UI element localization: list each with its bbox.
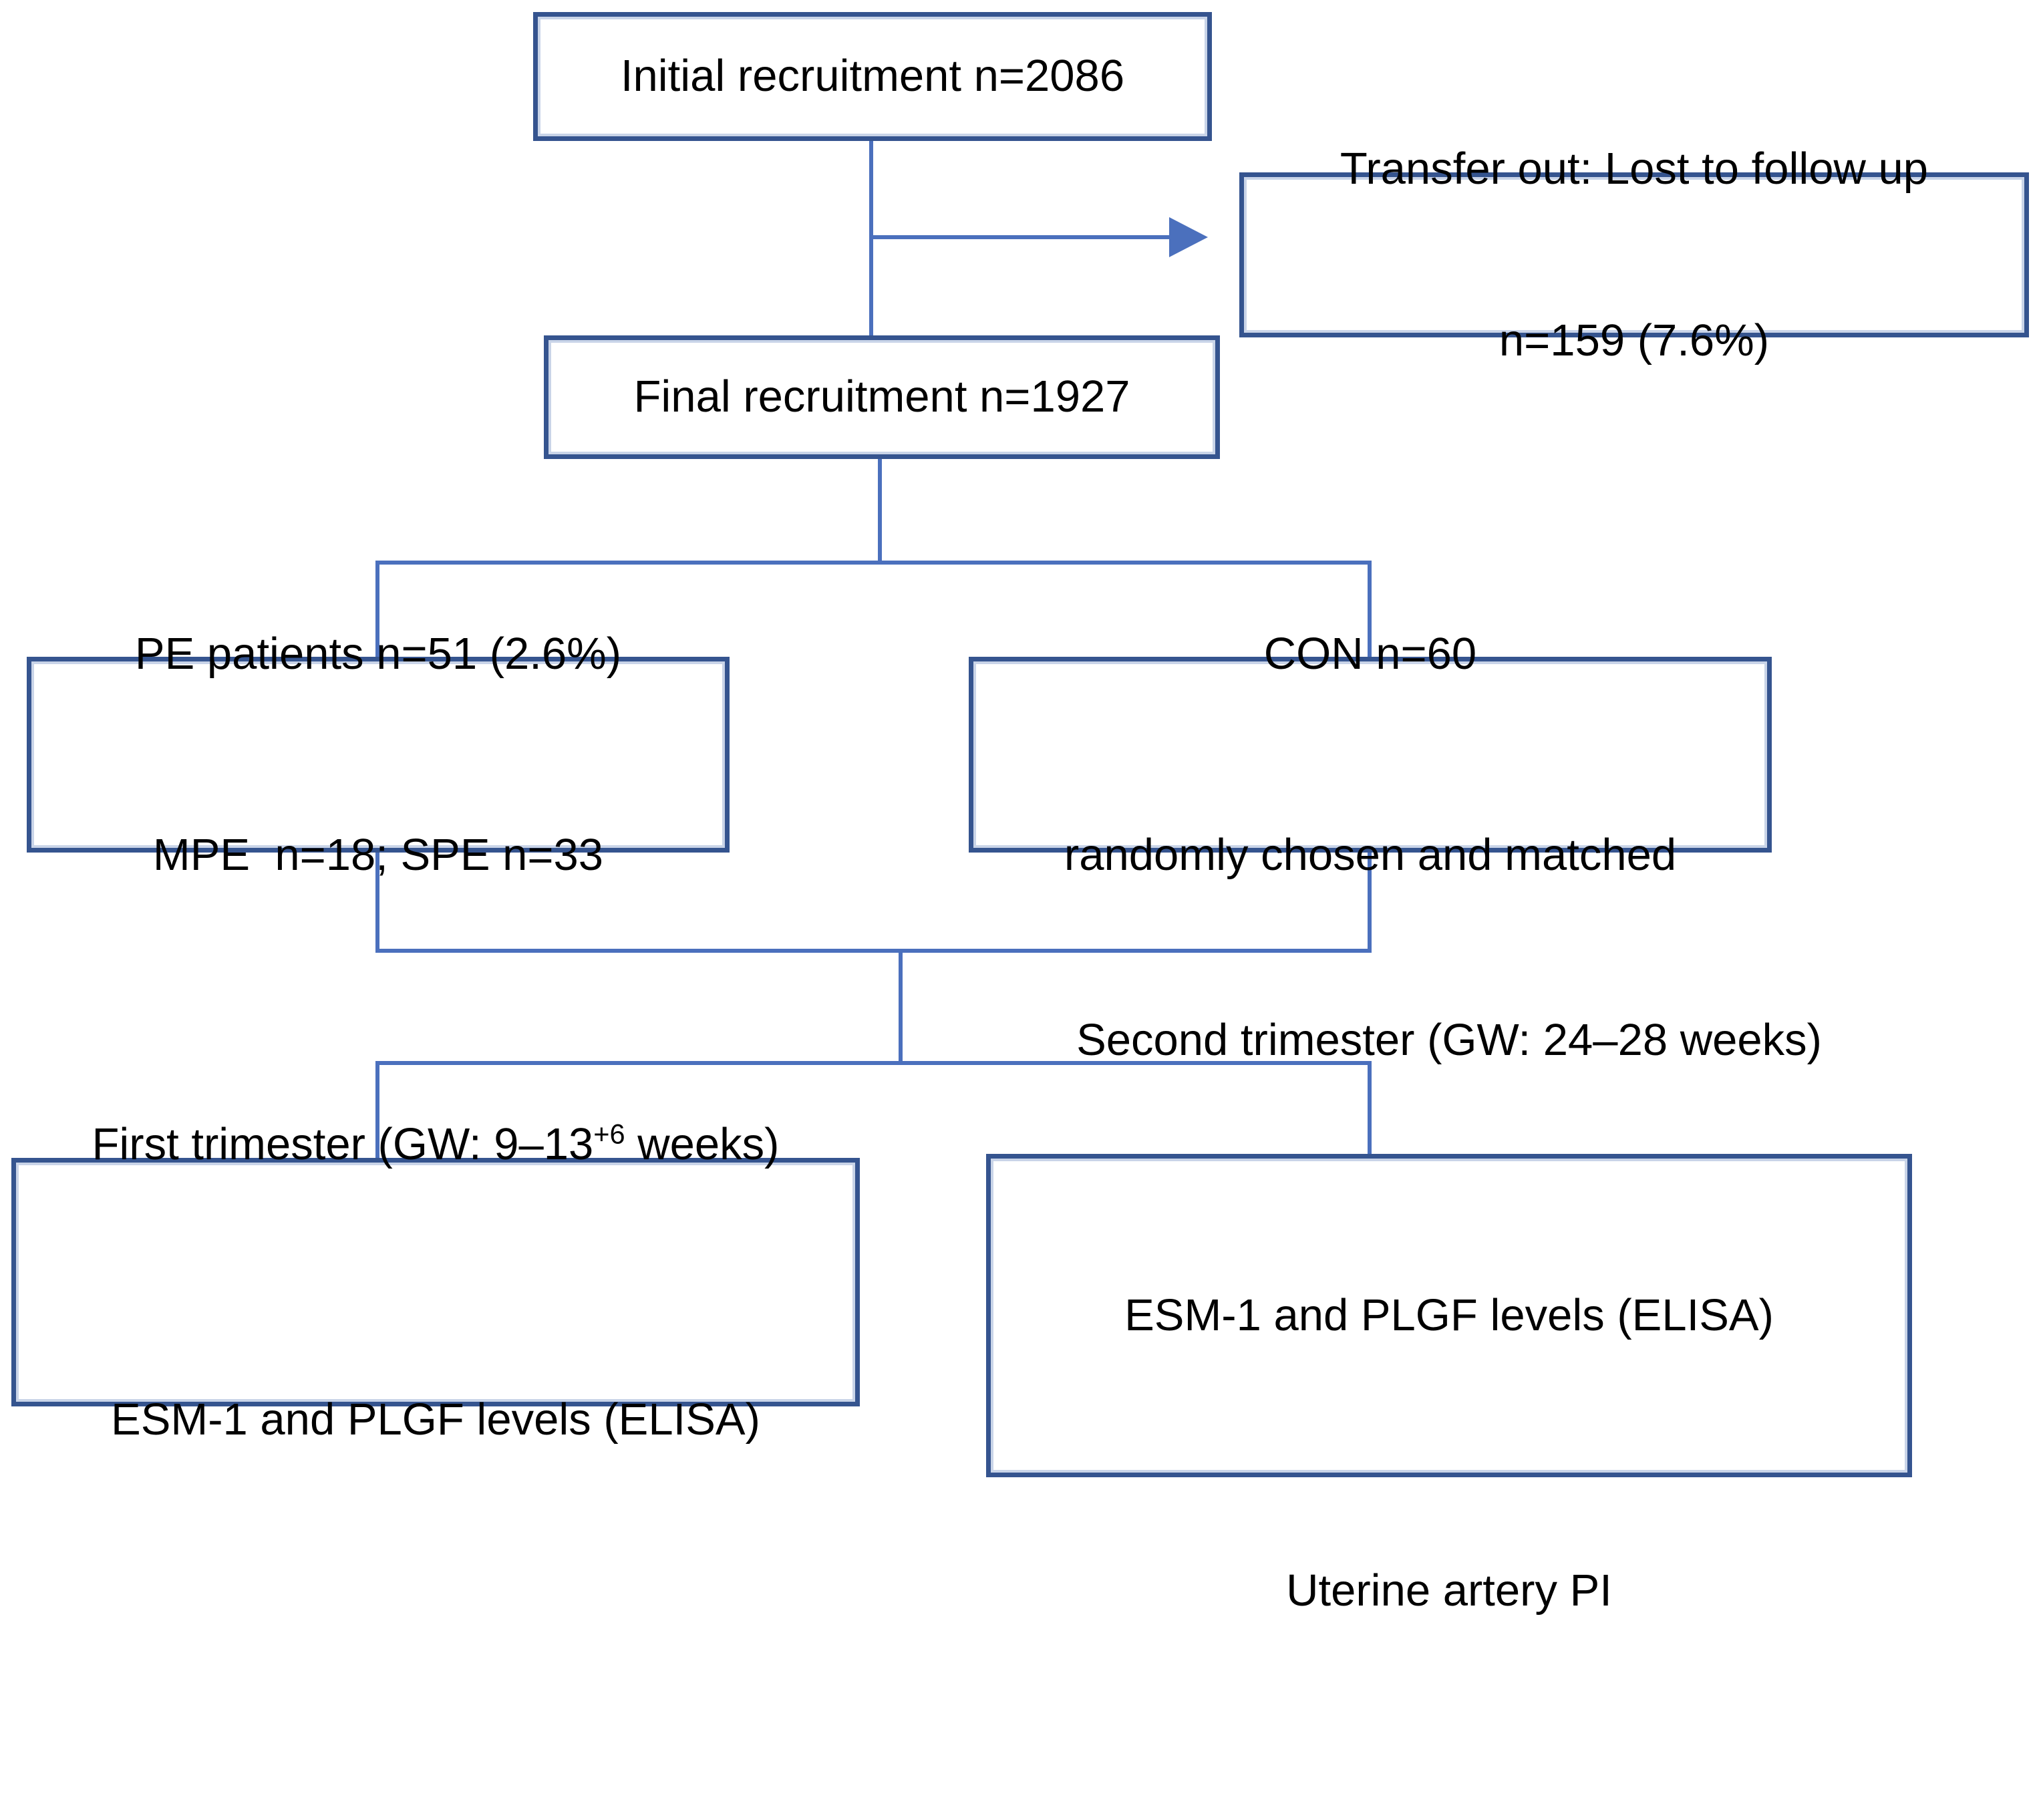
connector-merge-down xyxy=(899,953,903,1065)
first-trimester-text: First trimester (GW: 9–13+6 weeks) ESM-1… xyxy=(92,915,780,1650)
first-trimester-line-1-main: First trimester (GW: 9–13 xyxy=(92,1119,594,1170)
arrowhead-right-icon xyxy=(1169,217,1208,257)
second-trimester-line-3: Uterine artery PI xyxy=(1286,1565,1612,1616)
initial-recruitment-label: Initial recruitment n=2086 xyxy=(620,51,1125,102)
connector-down-to-pe xyxy=(375,565,379,657)
control-group-text: CON n=60 randomly chosen and matched xyxy=(1064,486,1676,1024)
first-trimester-line-2: ESM-1 and PLGF levels (ELISA) xyxy=(111,1394,760,1445)
transfer-out-line-2: n=159 (7.6%) xyxy=(1499,315,1770,366)
final-recruitment-label: Final recruitment n=1927 xyxy=(633,371,1130,422)
connector-pe-down xyxy=(375,853,379,953)
connector-down-to-first-trimester xyxy=(375,1065,379,1158)
connector-final-down xyxy=(878,459,882,565)
connector-down-to-con xyxy=(1368,565,1372,657)
connector-arrow-to-transfer-out xyxy=(871,235,1169,239)
pe-patients-line-1: PE patients n=51 (2.6%) xyxy=(134,628,622,679)
connector-con-down xyxy=(1368,853,1372,953)
gestational-week-superscript: +6 xyxy=(593,1118,625,1150)
first-trimester-line-1: First trimester (GW: 9–13+6 weeks) xyxy=(92,1098,780,1190)
connector-down-to-second-trimester xyxy=(1368,1065,1372,1154)
control-group-box: CON n=60 randomly chosen and matched xyxy=(969,629,1772,880)
recruitment-flowchart: Initial recruitment n=2086 Transfer out:… xyxy=(11,12,2029,1616)
control-group-line-1: CON n=60 xyxy=(1263,628,1477,679)
second-trimester-line-2: ESM-1 and PLGF levels (ELISA) xyxy=(1124,1290,1774,1341)
transfer-out-line-1: Transfer out: Lost to follow up xyxy=(1340,144,1929,194)
initial-recruitment-box: Initial recruitment n=2086 xyxy=(533,12,1212,141)
transfer-out-text: Transfer out: Lost to follow up n=159 (7… xyxy=(1340,26,1928,484)
second-trimester-text: Second trimester (GW: 24–28 weeks) ESM-1… xyxy=(1076,811,1822,1820)
second-trimester-box: Second trimester (GW: 24–28 weeks) ESM-1… xyxy=(986,1015,1912,1616)
connector-split-trimesters xyxy=(375,1061,1372,1065)
pe-patients-box: PE patients n=51 (2.6%) MPE n=18; SPE n=… xyxy=(27,629,730,880)
connector-split-pe-con xyxy=(375,561,1372,565)
final-recruitment-box: Final recruitment n=1927 xyxy=(544,335,1220,459)
pe-patients-line-2: MPE n=18; SPE n=33 xyxy=(152,830,604,880)
pe-patients-text: PE patients n=51 (2.6%) MPE n=18; SPE n=… xyxy=(135,486,621,1024)
first-trimester-line-1-end: weeks) xyxy=(625,1119,780,1170)
first-trimester-box: First trimester (GW: 9–13+6 weeks) ESM-1… xyxy=(11,1119,860,1445)
connector-merge-pe-con xyxy=(375,949,1372,953)
second-trimester-line-1: Second trimester (GW: 24–28 weeks) xyxy=(1076,1015,1822,1066)
control-group-line-2: randomly chosen and matched xyxy=(1064,830,1677,880)
transfer-out-box: Transfer out: Lost to follow up n=159 (7… xyxy=(1239,144,2029,365)
